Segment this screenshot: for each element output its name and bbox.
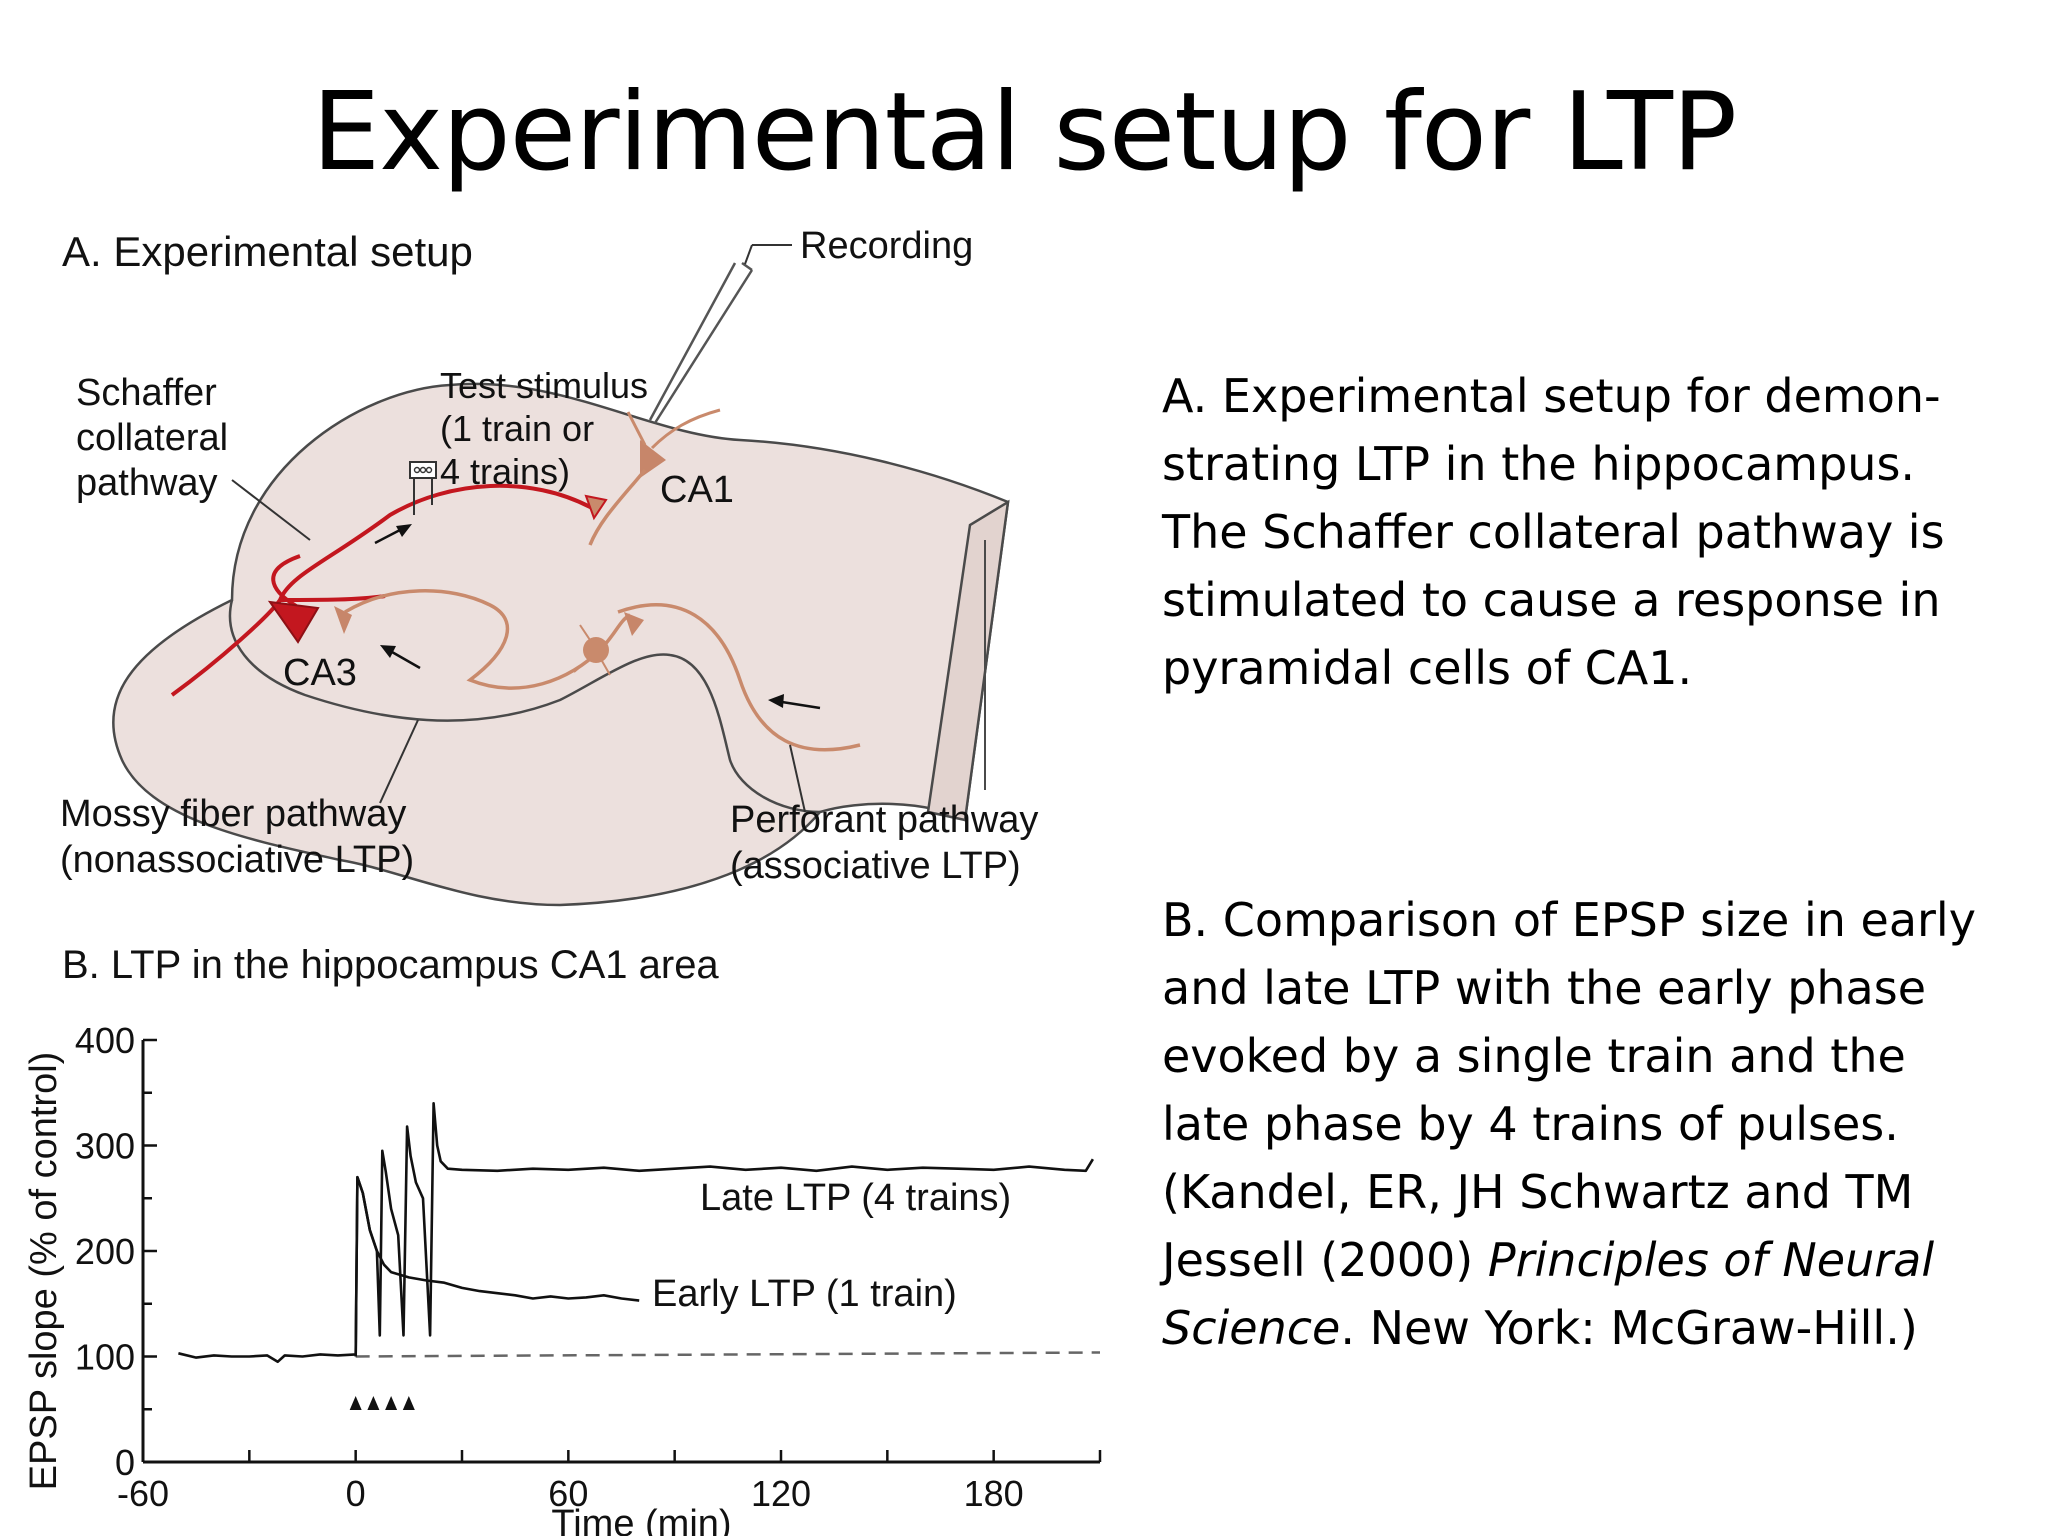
schaffer-label-line2: collateral <box>76 417 228 459</box>
hippocampus-illustration <box>112 244 1010 907</box>
book-title-part1: Principles of Neural <box>1487 1233 1935 1287</box>
y-tick-label: 200 <box>75 1231 135 1272</box>
early-ltp-label: Early LTP (1 train) <box>652 1273 957 1315</box>
caption-a-line: The Schaffer collateral pathway is <box>1162 505 1945 559</box>
perforant-label: Perforant pathway (associative LTP) <box>730 799 1038 887</box>
caption-b: B. Comparison of EPSP size in early and … <box>1162 886 2022 1362</box>
caption-b-line: Science. New York: McGraw-Hill.) <box>1162 1294 2022 1362</box>
ca1-label: CA1 <box>660 469 734 511</box>
perforant-label-line2: (associative LTP) <box>730 845 1021 887</box>
x-tick-label: 180 <box>964 1473 1024 1514</box>
perforant-label-line1: Perforant pathway <box>730 799 1038 841</box>
hippocampus-outer-surface <box>112 382 1010 907</box>
schaffer-collateral-pathway <box>170 483 593 697</box>
stimulus-marker <box>367 1396 380 1410</box>
x-axis-label: Time (min) <box>551 1503 731 1536</box>
caption-b-line: and late LTP with the early phase <box>1162 961 1927 1015</box>
stimulus-marker <box>385 1396 398 1410</box>
ca1-pyramidal-neuron <box>588 408 721 546</box>
caption-a-line: A. Experimental setup for demon- <box>1162 369 1941 423</box>
stimulus-marker <box>349 1396 362 1410</box>
late-ltp-line <box>354 1102 1095 1357</box>
caption-b-line: B. Comparison of EPSP size in early <box>1162 893 1976 947</box>
y-tick-label: 400 <box>75 1020 135 1061</box>
caption-a: A. Experimental setup for demon- stratin… <box>1162 362 2022 702</box>
book-title-part2: Science <box>1162 1301 1341 1355</box>
y-tick-label: 300 <box>75 1126 135 1167</box>
figure: A. Experimental setup <box>23 225 1102 1536</box>
caption-a-line: stimulated to cause a response in <box>1162 573 1941 627</box>
schaffer-label: Schaffer collateral pathway <box>76 372 228 504</box>
schaffer-label-line1: Schaffer <box>76 372 217 414</box>
test-stimulus-label: Test stimulus (1 train or 4 trains) <box>440 365 648 492</box>
caption-b-line: (Kandel, ER, JH Schwartz and TM <box>1162 1165 1914 1219</box>
hippocampus-end-face <box>926 499 1010 822</box>
x-tick-label: 60 <box>548 1473 588 1514</box>
mossy-label-line2: (nonassociative LTP) <box>60 839 414 881</box>
schaffer-terminal <box>584 494 608 521</box>
y-axis-label: EPSP slope (% of control) <box>23 1052 65 1491</box>
ca3-label: CA3 <box>283 652 357 694</box>
caption-b-line: evoked by a single train and the <box>1162 1029 1906 1083</box>
panel-b-heading: B. LTP in the hippocampus CA1 area <box>62 943 719 987</box>
stimulus-marker <box>402 1396 415 1410</box>
recording-electrode <box>648 244 792 424</box>
x-tick-label: 0 <box>346 1473 366 1514</box>
mossy-label: Mossy fiber pathway (nonassociative LTP) <box>60 793 414 881</box>
slide-title: Experimental setup for LTP <box>311 70 1737 195</box>
caption-a-line: strating LTP in the hippocampus. <box>1162 437 1916 491</box>
caption-b-prefix: Jessell (2000) <box>1162 1233 1488 1287</box>
caption-b-line: Jessell (2000) Principles of Neural <box>1162 1226 2022 1294</box>
panel-a: A. Experimental setup <box>60 225 1038 907</box>
perforant-pathway <box>617 603 861 752</box>
late-ltp-label: Late LTP (4 trains) <box>700 1177 1011 1219</box>
panel-b: B. LTP in the hippocampus CA1 area 0 100 2… <box>23 943 1102 1536</box>
test-stimulus-line3: 4 trains) <box>440 451 570 492</box>
test-stimulus-line2: (1 train or <box>440 408 594 449</box>
panel-a-heading: A. Experimental setup <box>62 228 473 275</box>
caption-a-line: pyramidal cells of CA1. <box>1162 641 1693 695</box>
x-tick-label: 120 <box>751 1473 811 1514</box>
direction-arrows <box>374 524 821 710</box>
y-tick-label: 100 <box>75 1337 135 1378</box>
early-ltp-line <box>178 1175 640 1364</box>
schaffer-label-line3: pathway <box>76 462 218 504</box>
x-tick-label: -60 <box>117 1473 169 1514</box>
test-stimulus-line1: Test stimulus <box>440 365 648 406</box>
stimulating-electrode-icon <box>409 461 437 515</box>
caption-b-suffix: . New York: McGraw-Hill.) <box>1340 1301 1918 1355</box>
y-tick-label: 0 <box>115 1442 135 1483</box>
mossy-label-line1: Mossy fiber pathway <box>60 793 406 835</box>
hippocampus-fold <box>228 599 821 814</box>
label-leader-lines <box>231 479 806 813</box>
caption-b-line: late phase by 4 trains of pulses. <box>1162 1097 1899 1151</box>
baseline-line <box>355 1351 1101 1358</box>
recording-label: Recording <box>800 225 973 267</box>
dentate-granule-cell <box>583 637 609 663</box>
ca3-pyramidal-neuron <box>267 600 320 644</box>
